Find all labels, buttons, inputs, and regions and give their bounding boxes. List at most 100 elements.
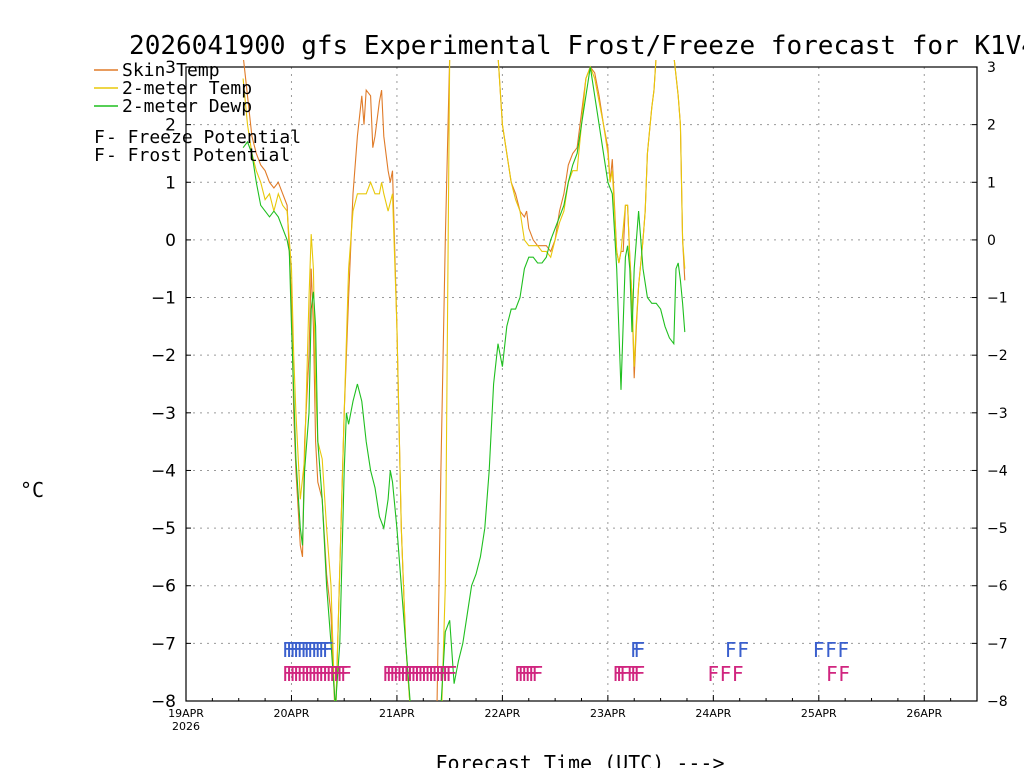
y-tick-label: −3 [151,404,176,424]
legend-potential-letter: F [94,127,105,148]
x-tick-label: 25APR [801,707,837,720]
freeze-marker: F [616,662,628,686]
y-tick-label-right: −6 [987,579,1008,595]
freeze-marker: F [293,662,305,686]
frost-marker: F [297,638,309,662]
y-tick-label-right: −5 [987,521,1008,537]
freeze-marker: F [514,662,526,686]
frost-marker: F [307,638,319,662]
freeze-marker: F [301,662,313,686]
freeze-marker: F [432,662,444,686]
y-tick-label-right: −1 [987,291,1008,307]
frost-marker: F [813,638,825,662]
freeze-marker: F [396,662,408,686]
x-tick-label: 21APR [379,707,415,720]
y-tick-label: −2 [151,346,176,366]
y-tick-label: 2 [165,116,176,136]
freeze-marker: F [414,662,426,686]
freeze-marker: F [400,662,412,686]
freeze-marker: F [627,662,639,686]
y-tick-label: −5 [151,519,176,539]
frost-marker: F [825,638,837,662]
x-tick-label: 19APR [168,707,204,720]
freeze-marker: F [421,662,433,686]
freeze-marker: F [732,662,744,686]
freeze-marker: F [428,662,440,686]
frost-marker: F [286,638,298,662]
legend-label: Skin Temp [122,60,220,81]
series-lines [242,60,686,701]
y-tick-label-right: 2 [987,118,996,134]
freeze-marker: F [382,662,394,686]
legend-potential-label: - Freeze Potential [106,127,301,148]
x-tick-sublabel: 2026 [172,720,200,733]
freeze-marker: F [613,662,625,686]
frost-marker: F [838,638,850,662]
chart-title: 2026041900 gfs Experimental Frost/Freeze… [129,31,1024,61]
plot-frame [185,66,978,702]
y-tick-label: 3 [165,58,176,78]
frost-marker: F [737,638,749,662]
freeze-marker: F [630,662,642,686]
freeze-marker: F [708,662,720,686]
y-tick-label: −1 [151,289,176,309]
y-tick-label: 1 [165,173,176,193]
y-tick-label: −4 [151,461,176,481]
freeze-marker: F [435,662,447,686]
freeze-marker: F [318,662,330,686]
frost-marker: F [311,638,323,662]
freeze-marker: F [826,662,838,686]
freeze-marker: F [620,662,632,686]
frost-marker: F [315,638,327,662]
freeze-marker: F [521,662,533,686]
freeze-marker: F [411,662,423,686]
x-tick-label: 23APR [590,707,626,720]
y-tick-label-right: 1 [987,175,996,191]
y-tick-label: −6 [151,577,176,597]
freeze-marker: F [333,662,345,686]
y-tick-label: −8 [151,692,176,712]
frost-marker: F [630,638,642,662]
grid-lines [186,67,977,701]
freeze-marker: F [634,662,646,686]
freeze-marker: F [308,662,320,686]
freeze-marker: F [525,662,537,686]
freeze-marker: F [282,662,294,686]
freeze-marker: F [304,662,316,686]
freeze-marker: F [315,662,327,686]
freeze-marker: F [337,662,349,686]
freeze-marker: F [528,662,540,686]
freeze-marker: F [389,662,401,686]
frost-marker: F [634,638,646,662]
x-tick-label: 22APR [484,707,520,720]
x-tick-label: 26APR [906,707,942,720]
freeze-marker: F [326,662,338,686]
frost-marker: F [282,638,294,662]
y-tick-label-right: 3 [987,60,996,76]
x-tick-label: 20APR [274,707,310,720]
freeze-marker: F [407,662,419,686]
x-axis-label: Forecast Time (UTC) ---> [436,751,725,768]
legend-potential-label: - Frost Potential [106,145,290,166]
frost-marker: F [318,638,330,662]
freeze-marker: F [442,662,454,686]
freeze-marker: F [446,662,458,686]
freeze-marker: F [403,662,415,686]
y-axis: −8 −8 −7 −7 −6 −6 −5 −5 −4 −4 −3 −3 −2 −2 −1 −1 0 0 1 1 2 2 3 3 [151,58,1008,712]
legend-label: 2-meter Temp [122,78,252,99]
freeze-marker: F [425,662,437,686]
y-tick-label-right: −7 [987,636,1008,652]
frost-marker: F [290,638,302,662]
freeze-marker: F [393,662,405,686]
freeze-marker: F [329,662,341,686]
freeze-marker: F [297,662,309,686]
y-axis-label: °C [20,478,44,502]
y-tick-label: −7 [151,634,176,654]
freeze-marker: F [439,662,451,686]
2-meter-temp-line [242,60,686,701]
frost-marker: F [293,638,305,662]
